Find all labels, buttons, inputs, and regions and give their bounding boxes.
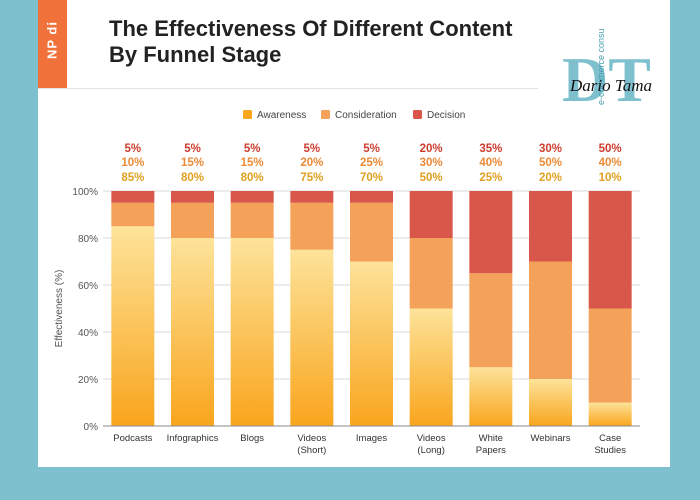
bar-awareness (111, 226, 155, 426)
brand-logo: NP di (38, 0, 67, 88)
bar-decision (409, 191, 453, 238)
legend-swatch-awareness (243, 110, 252, 119)
data-label-decision: 5% (184, 143, 201, 155)
data-label-awareness: 10% (599, 172, 622, 184)
watermark-signature: Dario Tama (569, 76, 652, 95)
data-label-awareness: 70% (360, 172, 383, 184)
data-label-consideration: 50% (539, 157, 562, 169)
data-label-decision: 5% (363, 143, 380, 155)
y-axis-label: Effectiveness (%) (54, 270, 65, 348)
y-tick-label: 0% (84, 422, 99, 433)
bar-awareness (469, 367, 513, 426)
bar-consideration (171, 202, 214, 238)
header-divider (38, 88, 538, 89)
bar-consideration (588, 308, 632, 403)
y-tick-label: 100% (72, 187, 98, 198)
bar-awareness (171, 238, 214, 426)
watermark-monogram: DT (562, 44, 651, 115)
data-label-consideration: 25% (360, 157, 383, 169)
data-label-consideration: 30% (420, 157, 443, 169)
data-label-consideration: 10% (121, 157, 144, 169)
axes: Podcasts Infographics Blogs Videos (Short) Im… (103, 425, 640, 456)
y-tick-label: 60% (78, 281, 98, 292)
data-label-consideration: 40% (599, 157, 622, 169)
bar-decision (529, 191, 572, 262)
x-tick-label: Infographics (167, 433, 219, 444)
data-label-awareness: 75% (300, 172, 323, 184)
x-tick-label: Podcasts (113, 433, 152, 444)
bar-decision (171, 191, 214, 203)
bar-consideration (529, 261, 572, 379)
x-tick-label: Images (356, 433, 387, 444)
data-label-decision: 5% (125, 143, 142, 155)
chart-title: The Effectiveness Of Different Content B… (109, 16, 513, 67)
bar-awareness (409, 308, 453, 426)
bar-consideration (469, 273, 513, 368)
data-label-decision: 35% (479, 143, 502, 155)
data-label-consideration: 40% (479, 157, 502, 169)
bar-awareness (230, 238, 274, 426)
data-label-consideration: 20% (300, 157, 323, 169)
y-tick-label: 40% (78, 328, 98, 339)
watermark-logo: DT e-commerce consulting Dario Tama (548, 12, 668, 129)
bar-decision (350, 191, 393, 203)
percent-labels: 85% 10% 5% 80% 15% 5% 80% 15% 5% 75% 20% 5% 70% 25% 5%… (121, 143, 621, 184)
x-tick-label: Webinars (531, 433, 571, 444)
legend-swatch-decision (413, 110, 422, 119)
bar-consideration (409, 238, 453, 309)
bar-consideration (290, 202, 334, 250)
bar-decision (290, 191, 334, 203)
bar-awareness (290, 249, 334, 426)
bar-decision (588, 191, 632, 309)
legend-swatch-consideration (321, 110, 330, 119)
data-label-awareness: 50% (420, 172, 443, 184)
data-label-consideration: 15% (181, 157, 204, 169)
bar-consideration (230, 202, 274, 238)
data-label-decision: 5% (304, 143, 321, 155)
data-label-consideration: 15% (241, 157, 264, 169)
bar-awareness (529, 379, 572, 426)
data-label-decision: 50% (599, 143, 622, 155)
x-tick-label: White Papers (476, 433, 506, 456)
bar-decision (111, 191, 155, 203)
chart-legend: Awareness Consideration Decision (243, 110, 465, 121)
bar-awareness (350, 261, 393, 426)
data-label-decision: 30% (539, 143, 562, 155)
data-label-decision: 5% (244, 143, 261, 155)
data-label-awareness: 80% (241, 172, 264, 184)
y-tick-label: 80% (78, 234, 98, 245)
data-label-awareness: 25% (479, 172, 502, 184)
watermark-tagline: e-commerce consulting (596, 29, 606, 105)
bar-awareness (588, 402, 632, 426)
legend-label-awareness: Awareness (257, 110, 306, 121)
y-tick-label: 20% (78, 375, 98, 386)
data-label-decision: 20% (420, 143, 443, 155)
bar-decision (230, 191, 274, 203)
bar-consideration (111, 202, 155, 227)
bar-consideration (350, 202, 393, 262)
data-label-awareness: 20% (539, 172, 562, 184)
legend-label-decision: Decision (427, 110, 465, 121)
x-tick-label: Case Studies (594, 433, 626, 456)
data-label-awareness: 80% (181, 172, 204, 184)
bars (111, 191, 632, 426)
bar-decision (469, 191, 513, 274)
data-label-awareness: 85% (121, 172, 144, 184)
x-tick-label: Blogs (240, 433, 264, 444)
x-tick-label: Videos (Long) (417, 433, 446, 456)
legend-label-consideration: Consideration (335, 110, 397, 121)
x-tick-label: Videos (Short) (297, 433, 326, 456)
